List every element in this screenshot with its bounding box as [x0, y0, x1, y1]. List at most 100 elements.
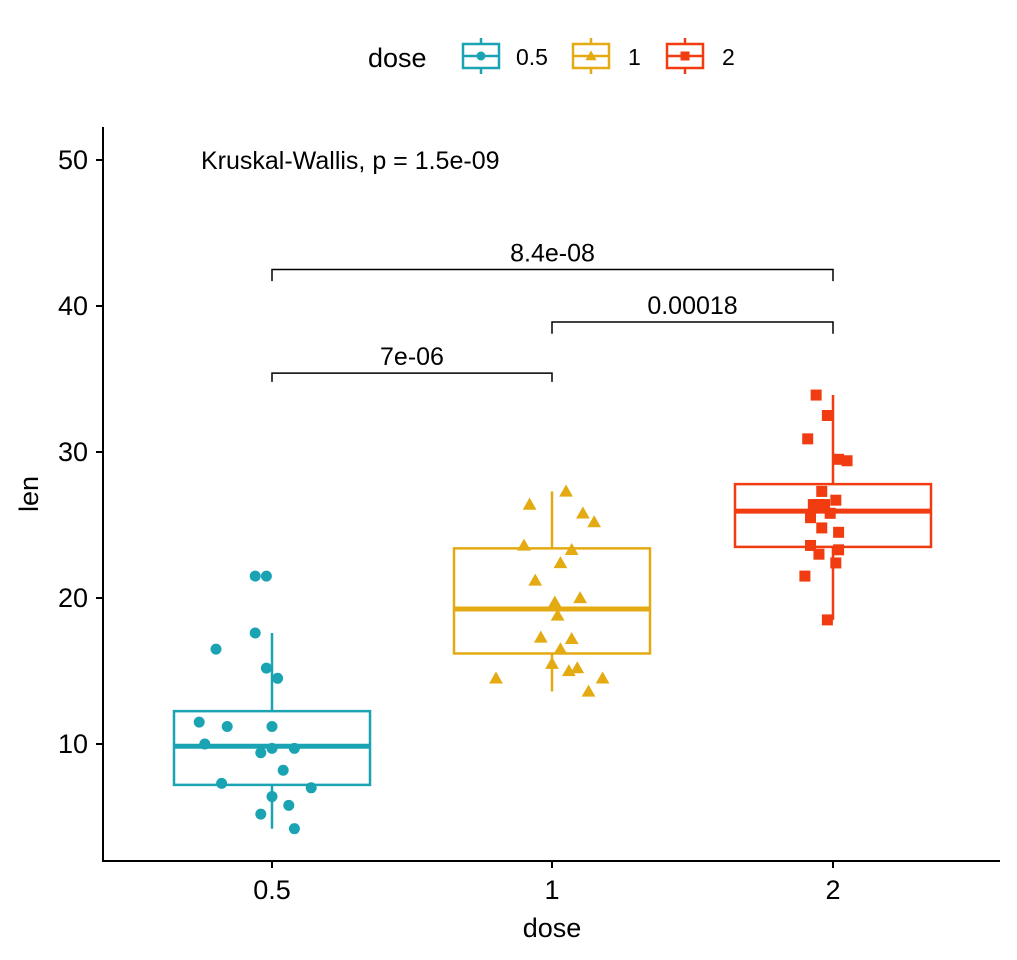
x-tick-label: 2 [825, 875, 840, 905]
data-point [824, 507, 836, 519]
data-point [216, 777, 228, 789]
data-point [266, 720, 278, 732]
data-point [305, 782, 317, 794]
y-tick-label: 20 [58, 583, 88, 613]
data-point [260, 662, 272, 674]
y-tick-label: 40 [58, 291, 88, 321]
data-point [550, 608, 565, 621]
bracket-0.5-1: 7e-06 [271, 343, 553, 382]
points-2 [799, 389, 853, 626]
x-tick-label: 1 [544, 875, 559, 905]
y-axis-label: len [14, 476, 44, 512]
data-point [283, 799, 295, 811]
data-point [221, 720, 233, 732]
legend-key-marker [476, 51, 486, 61]
data-point [816, 522, 828, 534]
data-point [288, 823, 300, 835]
data-point [573, 591, 587, 604]
legend-key-marker [680, 51, 690, 61]
bracket-p-value: 8.4e-08 [510, 240, 595, 268]
data-point [193, 716, 205, 728]
data-point [249, 627, 261, 639]
legend-label: 1 [628, 44, 641, 70]
data-point [819, 499, 831, 511]
data-point [841, 455, 853, 467]
legend-entry-0.5: 0.5 [461, 38, 548, 74]
legend-entry-2: 2 [665, 38, 735, 74]
data-point [564, 632, 579, 645]
data-point [576, 506, 590, 519]
bracket-line [271, 372, 553, 382]
x-axis-ticks: 0.5 1 2 [253, 861, 841, 905]
data-points [193, 389, 853, 835]
data-point [595, 671, 610, 684]
legend: dose 0.5 1 2 [368, 38, 735, 74]
bracket-line [271, 268, 834, 282]
legend-entries: 0.5 1 2 [461, 38, 735, 74]
data-point [210, 643, 222, 655]
legend-entry-1: 1 [571, 38, 641, 74]
data-point [581, 684, 596, 697]
x-axis-label: dose [523, 913, 582, 943]
data-point [277, 764, 289, 776]
legend-label: 2 [722, 44, 735, 70]
data-point [813, 548, 825, 560]
data-point [833, 453, 845, 465]
y-axis-ticks: 10 20 30 40 50 [58, 145, 103, 759]
data-point [255, 747, 267, 759]
data-point [249, 570, 261, 582]
bracket-1-2: 0.00018 [551, 292, 834, 334]
kruskal-wallis-label: Kruskal-Wallis, p = 1.5e-09 [201, 147, 500, 175]
data-point [805, 512, 817, 524]
data-point [545, 656, 559, 669]
data-point [821, 614, 833, 626]
data-point [810, 389, 822, 401]
plot-area: 7e-06 0.00018 8.4e-08 Kruskal-Wallis, p = … [172, 147, 933, 835]
y-tick-label: 10 [58, 729, 88, 759]
data-point [528, 573, 543, 586]
data-point [587, 515, 602, 528]
data-point [260, 570, 272, 582]
data-point [547, 595, 562, 608]
data-point [570, 661, 585, 674]
x-tick-label: 0.5 [253, 875, 291, 905]
data-point [805, 539, 817, 551]
data-point [553, 642, 568, 655]
legend-key-marker [585, 50, 597, 61]
data-point [199, 738, 211, 750]
y-tick-label: 30 [58, 437, 88, 467]
data-point [288, 742, 300, 754]
data-point [833, 526, 845, 538]
data-point [255, 808, 267, 820]
data-point [553, 556, 568, 569]
data-point [489, 671, 503, 684]
data-point [561, 664, 576, 677]
data-point [533, 630, 548, 643]
data-point [802, 433, 814, 445]
data-point [816, 485, 828, 497]
bracket-p-value: 7e-06 [380, 343, 444, 371]
legend-title: dose [368, 43, 427, 73]
data-point [830, 557, 842, 569]
data-point [522, 497, 537, 510]
data-point [799, 570, 811, 582]
data-point [833, 544, 845, 556]
bracket-p-value: 0.00018 [647, 292, 737, 320]
comparison-brackets: 7e-06 0.00018 8.4e-08 [271, 240, 834, 382]
bracket-line [551, 321, 834, 334]
data-point [266, 742, 278, 754]
data-point [517, 538, 531, 551]
data-point [813, 499, 825, 511]
data-point [559, 484, 573, 497]
y-tick-label: 50 [58, 145, 88, 175]
points-0.5 [193, 570, 317, 835]
boxes [172, 395, 933, 829]
data-point [807, 499, 819, 511]
data-point [272, 672, 284, 684]
data-point [830, 494, 842, 506]
data-point [821, 410, 833, 421]
box-2 [733, 395, 933, 620]
data-point [266, 791, 278, 803]
bracket-0.5-2: 8.4e-08 [271, 240, 834, 282]
